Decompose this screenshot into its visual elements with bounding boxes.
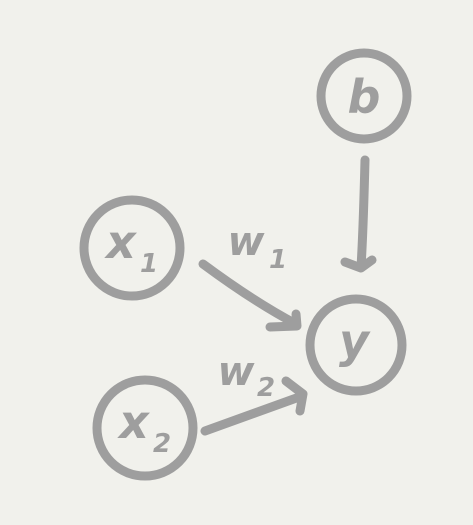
edge-w1-subscript: 1 [269, 245, 287, 275]
node-b-circle [316, 48, 412, 144]
node-x2-label: x [117, 395, 150, 449]
node-x1-subscript: 1 [140, 249, 158, 279]
edge-w2-label: w [218, 349, 256, 395]
node-x2: x 2 [92, 375, 198, 481]
node-x1-label: x [104, 215, 137, 269]
edge-x2-to-y-arrowhead [281, 376, 308, 416]
edge-w2-subscript: 2 [257, 373, 275, 403]
edge-w1-label: w [228, 219, 266, 265]
edge-b-to-y [340, 155, 377, 273]
node-y-circle [305, 294, 407, 396]
node-y: y [305, 294, 407, 396]
edge-x1-to-y-line [198, 259, 301, 329]
edge-x2-to-y: w 2 [200, 349, 308, 436]
edge-b-to-y-arrowhead [340, 255, 377, 273]
edge-x1-to-y-arrowhead [265, 309, 302, 332]
edge-b-to-y-line [356, 155, 370, 272]
node-x2-subscript: 2 [153, 429, 171, 459]
node-y-label: y [339, 314, 371, 368]
edge-x1-to-y: w 1 [198, 219, 302, 332]
edge-x2-to-y-line [200, 391, 307, 436]
node-x1-circle [79, 195, 185, 301]
node-b-label: b [348, 70, 381, 124]
node-x1: x 1 [79, 195, 185, 301]
node-x2-circle [92, 375, 198, 481]
node-b: b [316, 48, 412, 144]
